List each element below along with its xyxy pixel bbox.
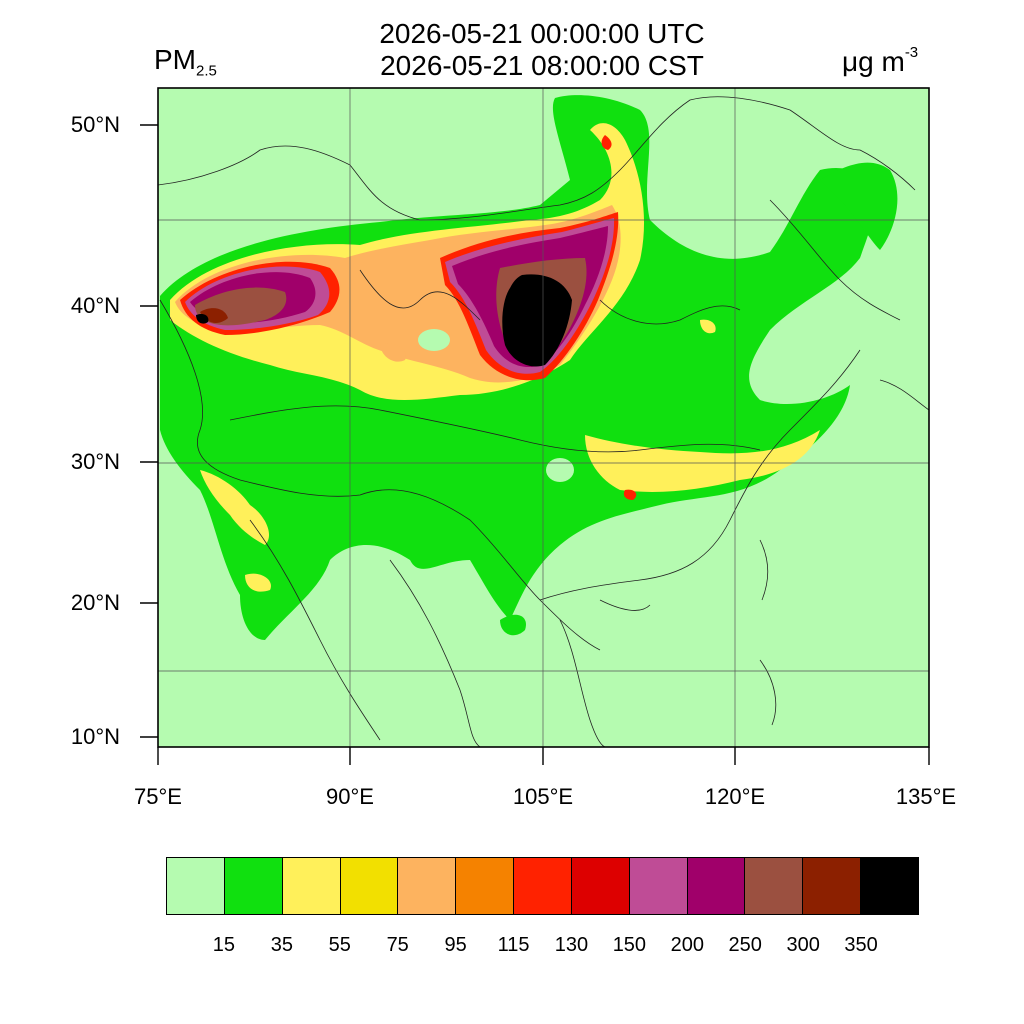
boundaries — [158, 96, 929, 747]
lat-label-50n: 50°N — [70, 112, 120, 137]
colorbar-tick-label: 300 — [786, 934, 820, 956]
colorbar — [166, 857, 919, 915]
colorbar-segment — [455, 858, 514, 914]
colorbar-segment — [628, 858, 687, 914]
colorbar-segment — [167, 858, 224, 914]
colorbar-tick-label: 55 — [328, 934, 351, 956]
colorbar-tick-label: 130 — [554, 934, 589, 956]
colorbar-segment — [686, 858, 745, 914]
colorbar-segment — [513, 858, 571, 914]
lat-label-20n: 20°N — [70, 590, 120, 615]
map-title-utc: 2026-05-21 00:00:00 UTC — [379, 18, 705, 49]
axis-ticks — [140, 124, 930, 765]
lon-label-135e: 135°E — [895, 784, 957, 809]
colorbar-tick-label: 15 — [212, 934, 236, 956]
lat-label-40n: 40°N — [70, 293, 120, 318]
variable-label: PM2.5 — [154, 44, 217, 80]
colorbar-segment — [339, 858, 398, 914]
colorbar-tick-label: 250 — [728, 934, 762, 956]
colorbar-tick-label: 200 — [670, 934, 704, 956]
graticule — [158, 88, 929, 747]
colorbar-tick-label: 95 — [444, 934, 467, 956]
colorbar-segment — [802, 858, 861, 914]
map-area — [158, 88, 929, 747]
colorbar-tick-label: 115 — [497, 934, 530, 956]
lat-label-10n: 10°N — [70, 724, 120, 749]
lon-label-105e: 105°E — [512, 784, 574, 809]
colorbar-segment — [570, 858, 629, 914]
colorbar-tick-label: 150 — [612, 934, 647, 956]
lon-label-75e: 75°E — [134, 784, 182, 809]
colorbar-segment — [397, 858, 456, 914]
lon-label-120e: 120°E — [704, 784, 766, 809]
colorbar-tick-label: 350 — [844, 934, 878, 956]
clean-pockets — [418, 329, 574, 482]
lon-label-90e: 90°E — [326, 784, 374, 809]
map-title-local: 2026-05-21 08:00:00 CST — [380, 50, 704, 81]
colorbar-segment — [281, 858, 340, 914]
colorbar-segment — [744, 858, 803, 914]
lat-label-30n: 30°N — [70, 449, 120, 474]
colorbar-tick-label: 35 — [270, 934, 293, 956]
colorbar-segment — [223, 858, 282, 914]
pollution-layer-350-plus — [196, 274, 572, 367]
colorbar-segment — [860, 858, 918, 914]
unit-label: μg m-3 — [842, 44, 919, 77]
colorbar-tick-label: 75 — [386, 934, 409, 956]
